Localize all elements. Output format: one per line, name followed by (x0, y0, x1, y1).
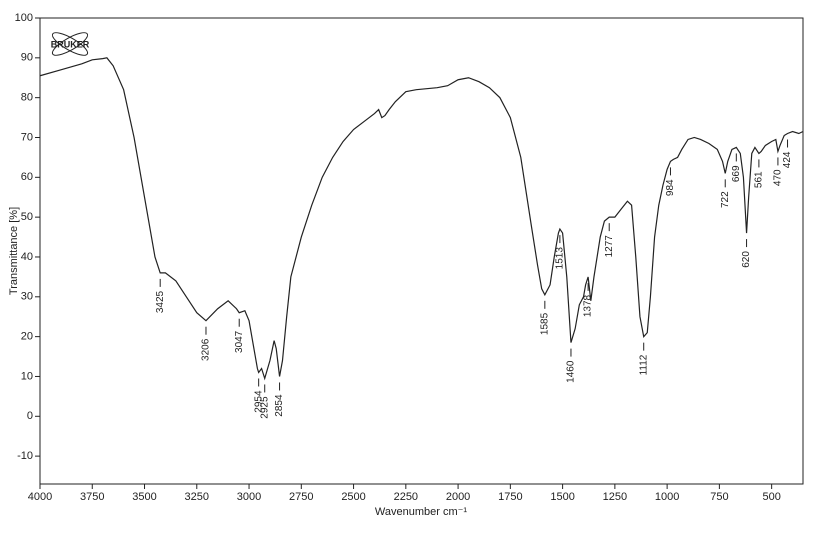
y-tick-label: 0 (27, 410, 33, 422)
y-tick-label: 100 (15, 12, 33, 24)
peak-label: 470 (773, 169, 784, 186)
y-tick-label: 90 (21, 52, 33, 64)
peak-label: 3206 (201, 338, 212, 361)
x-tick-label: 2750 (289, 491, 313, 503)
peak-label: 1277 (604, 235, 615, 258)
x-tick-label: 3250 (185, 491, 209, 503)
x-tick-label: 3750 (80, 491, 104, 503)
y-tick-label: 80 (21, 92, 33, 104)
peak-label: 3047 (234, 330, 245, 353)
x-tick-label: 3000 (237, 491, 261, 503)
y-tick-label: 50 (21, 211, 33, 223)
peak-label: 722 (720, 191, 731, 208)
peak-label: 424 (782, 151, 793, 168)
peak-label: 1513 (555, 247, 566, 270)
logo: BRUKER (51, 32, 90, 56)
y-tick-label: 30 (21, 291, 33, 303)
plot-frame (39, 17, 804, 485)
x-axis-label: Wavenumber cm⁻¹ (375, 506, 468, 518)
peak-label: 1112 (638, 354, 649, 375)
spectrum-line (39, 57, 804, 381)
peak-label: 984 (665, 179, 676, 196)
x-tick-label: 2000 (446, 491, 470, 503)
peak-label: 3425 (155, 290, 166, 313)
peak-label: 2954 (253, 390, 264, 413)
peak-label: 2854 (274, 394, 285, 417)
y-tick-label: 20 (21, 331, 33, 343)
x-tick-label: 750 (710, 491, 728, 503)
x-tick-label: 500 (762, 491, 780, 503)
peak-label: 1585 (539, 312, 550, 335)
y-tick-label: 10 (21, 370, 33, 382)
y-tick-label: 70 (21, 131, 33, 143)
x-tick-label: 3500 (132, 491, 156, 503)
x-tick-label: 4000 (28, 491, 52, 503)
peak-label: 620 (741, 251, 752, 268)
logo-text: BRUKER (51, 39, 90, 49)
x-tick-label: 2500 (341, 491, 365, 503)
peak-label: 561 (754, 171, 765, 188)
peak-label: 1378 (583, 294, 594, 317)
x-tick-label: 1250 (603, 491, 627, 503)
logo-ring (51, 32, 89, 56)
x-tick-label: 1000 (655, 491, 679, 503)
y-tick-label: 40 (21, 251, 33, 263)
x-tick-label: 1500 (550, 491, 574, 503)
y-tick-label: 60 (21, 171, 33, 183)
y-tick-label: -10 (17, 450, 33, 462)
peak-label: 1460 (566, 360, 577, 383)
peak-label: 669 (731, 165, 742, 182)
y-axis-label: Transmittance [%] (8, 207, 20, 295)
x-tick-label: 1750 (498, 491, 522, 503)
peak-label: 2925 (259, 396, 270, 419)
logo-ring (51, 32, 89, 56)
x-tick-label: 2250 (394, 491, 418, 503)
